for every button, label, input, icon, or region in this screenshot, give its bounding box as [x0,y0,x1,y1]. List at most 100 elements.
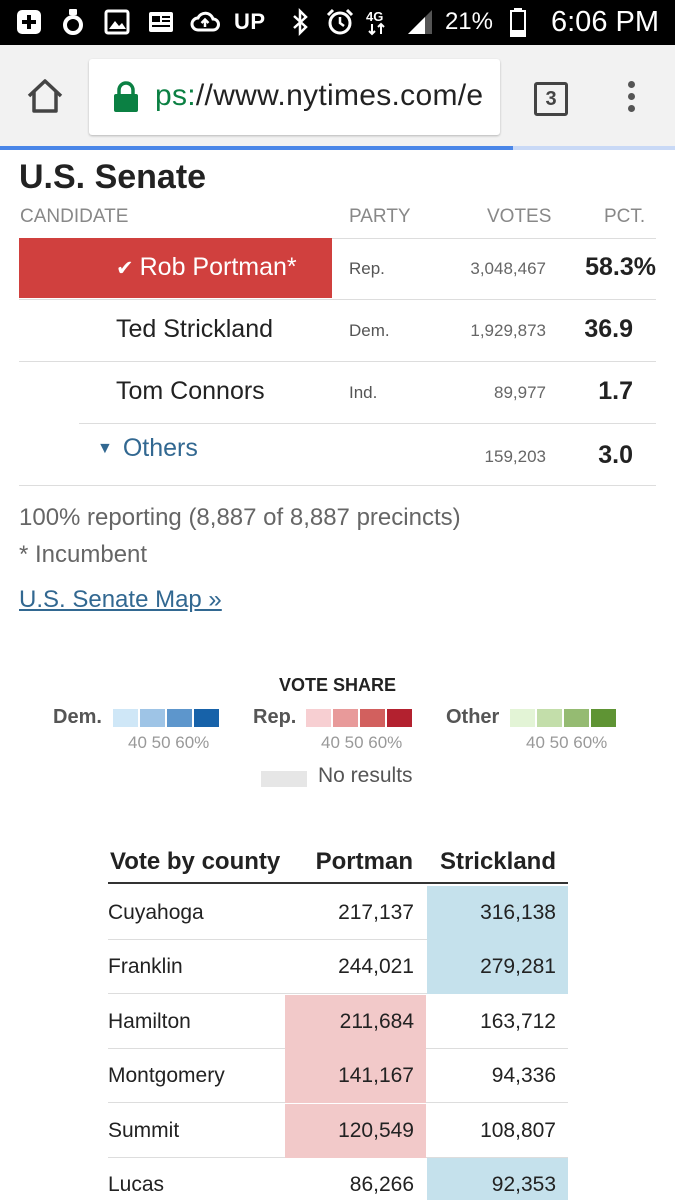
candidate-party: Dem. [349,321,390,340]
portman-votes: 120,549 [285,1103,426,1158]
table-row: Summit 120,549 108,807 [108,1103,568,1158]
candidate-pct: 36.9 [584,315,633,343]
status-bar: UP 4G 21% 6:06 PM [0,0,675,45]
others-toggle[interactable]: ▼ Others [97,434,198,463]
header-votes: VOTES [487,206,552,227]
svg-text:4G: 4G [366,9,383,24]
header-county: Vote by county [110,848,281,875]
row-divider [79,423,656,424]
header-strickland: Strickland [439,848,556,875]
legend-dem-ticks: 40 50 60% [128,733,210,752]
others-pct: 3.0 [598,441,633,469]
candidate-votes: 3,048,467 [470,259,546,278]
row-divider [19,361,656,362]
legend-swatch [510,709,535,727]
candidate-votes: 1,929,873 [470,321,546,340]
progress-fill [0,146,513,150]
no-results-label: No results [318,764,413,787]
candidate-party: Rep. [349,259,385,278]
table-row: Lucas 86,266 92,353 [108,1158,568,1200]
legend-dem-swatches [113,709,219,727]
legend-swatch [537,709,562,727]
battery-percent: 21% [444,8,493,35]
legend-swatch [140,709,165,727]
others-row[interactable]: ▼ Others 159,203 3.0 [19,424,656,486]
tab-switcher-button[interactable]: 3 [534,82,568,116]
table-row: Hamilton 211,684 163,712 [108,994,568,1049]
portman-votes: 211,684 [285,994,426,1049]
county-table-header: Vote by county Portman Strickland [108,840,568,884]
system-icons: 4G 21% 6:06 PM [285,6,659,38]
header-portman: Portman [315,848,413,875]
candidate-row: Tom Connors Ind. 89,977 1.7 [19,362,656,424]
candidate-pct: 58.3% [585,253,656,281]
check-icon: ✔ [116,257,134,280]
race-title: U.S. Senate [19,158,207,196]
county-name: Hamilton [108,1009,191,1033]
county-name: Montgomery [108,1064,225,1088]
table-row: Franklin 244,021 279,281 [108,940,568,995]
notification-icons: UP [14,6,266,38]
url-host: //www.nytimes.com/e [195,79,484,112]
legend-rep-label: Rep. [253,706,297,728]
url-bar[interactable]: ps://www.nytimes.com/e [89,59,500,135]
strickland-votes: 92,353 [427,1158,568,1200]
candidate-pct: 1.7 [598,377,633,405]
candidate-name: Ted Strickland [116,315,274,343]
battery-icon [503,7,533,37]
reporting-status: 100% reporting (8,887 of 8,887 precincts… [19,504,461,531]
page-load-progress [0,146,675,150]
alarm-icon [325,7,355,37]
url-text[interactable]: ps://www.nytimes.com/e [155,79,483,113]
legend-swatch [194,709,219,727]
triangle-down-icon: ▼ [97,440,113,457]
url-scheme: ps: [155,79,196,112]
legend-swatch [387,709,412,727]
browser-toolbar: ps://www.nytimes.com/e 3 [0,45,675,149]
legend-swatch [360,709,385,727]
strickland-votes: 163,712 [480,1009,556,1033]
overflow-menu-icon[interactable] [624,81,638,117]
image-icon [102,7,132,37]
strickland-votes: 316,138 [427,886,568,940]
portman-votes: 244,021 [338,955,414,979]
lock-icon [114,81,138,112]
candidate-votes: 89,977 [494,383,546,402]
legend-other-label: Other [446,706,500,728]
clock: 6:06 PM [551,5,659,38]
legend-rep-swatches [306,709,412,727]
legend-rep-ticks: 40 50 60% [321,733,403,752]
candidate-name-text: Rob Portman* [139,253,297,281]
header-pct: PCT. [604,206,646,227]
legend-swatch [564,709,589,727]
plus-box-icon [14,7,44,37]
legend-dem-label: Dem. [53,706,102,728]
candidate-party: Ind. [349,383,378,402]
others-votes: 159,203 [484,447,546,466]
bluetooth-icon [285,7,315,37]
incumbent-note: * Incumbent [19,541,148,568]
legend-swatch [167,709,192,727]
network-4g-icon: 4G [365,7,395,37]
candidate-row: ✔ Rob Portman* Rep. 3,048,467 58.3% [19,238,656,300]
winner-highlight [19,238,332,298]
table-row: Cuyahoga 217,137 316,138 [108,886,568,940]
senate-map-link[interactable]: U.S. Senate Map » [19,586,222,613]
legend-other-ticks: 40 50 60% [526,733,608,752]
candidate-row: Ted Strickland Dem. 1,929,873 36.9 [19,300,656,362]
portman-votes: 86,266 [349,1173,414,1196]
legend-swatch [306,709,331,727]
county-name: Summit [108,1118,180,1142]
candidate-name: ✔ Rob Portman* [116,253,297,282]
candidate-name: Tom Connors [116,377,265,405]
header-party: PARTY [349,206,411,227]
no-results-swatch [261,771,307,787]
home-icon[interactable] [24,75,66,117]
legend-swatch [591,709,616,727]
header-candidate: CANDIDATE [20,206,129,227]
county-name: Lucas [108,1173,165,1196]
others-label: Others [122,434,198,462]
row-divider [19,299,656,300]
ring-icon [58,7,88,37]
strickland-votes: 94,336 [491,1064,556,1088]
